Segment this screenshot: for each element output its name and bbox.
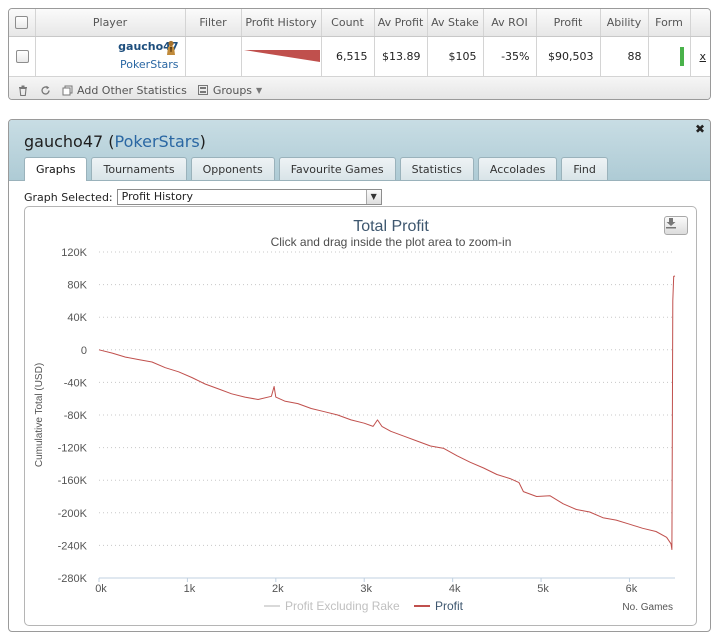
y-tick-label: -40K	[64, 377, 88, 389]
add-statistics-label: Add Other Statistics	[77, 83, 187, 97]
ability-cell: 88	[600, 36, 649, 77]
chevron-down-icon: ▼	[365, 190, 381, 204]
panel-title-paren-open: (	[108, 132, 115, 151]
download-icon[interactable]	[664, 216, 688, 235]
player-avatar-icon	[166, 40, 175, 55]
col-ability[interactable]: Ability	[600, 9, 649, 37]
graph-select[interactable]: Profit History ▼	[116, 189, 382, 205]
panel-player-name: gaucho47	[24, 132, 104, 151]
col-player[interactable]: Player	[35, 9, 186, 37]
series-line-profit	[98, 275, 676, 550]
x-axis-label: No. Games	[622, 602, 673, 613]
col-profit-history[interactable]: Profit History	[241, 9, 322, 37]
y-tick-label: -200K	[58, 508, 88, 520]
select-all-cell	[9, 9, 36, 37]
filter-cell	[185, 36, 242, 77]
x-tick-label: 0k	[95, 583, 107, 595]
tab-statistics[interactable]: Statistics	[399, 157, 474, 180]
col-remove	[690, 9, 710, 37]
chart-container[interactable]: Total Profit Click and drag inside the pl…	[24, 206, 697, 626]
y-tick-label: 40K	[67, 312, 87, 324]
form-bar	[679, 46, 684, 66]
count-cell: 6,515	[321, 36, 375, 77]
y-tick-label: -160K	[58, 475, 88, 487]
player-name-link[interactable]: gaucho47	[118, 39, 179, 53]
player-summary-panel: Player Filter Profit History Count Av Pr…	[8, 8, 711, 100]
col-form[interactable]: Form	[648, 9, 691, 37]
col-av-stake[interactable]: Av Stake	[427, 9, 484, 37]
table-row: gaucho47 PokerStars 6,515 $13.89 $	[9, 36, 710, 77]
panel-site-link[interactable]: PokerStars	[114, 132, 200, 151]
x-tick-label: 5k	[537, 583, 549, 595]
y-axis-label: Cumulative Total (USD)	[34, 363, 45, 467]
graph-selected-label: Graph Selected:	[24, 190, 113, 204]
profit-history-sparkline-cell	[241, 36, 322, 77]
av-profit-cell: $13.89	[374, 36, 428, 77]
chart-title: Total Profit	[353, 218, 429, 235]
y-tick-label: 120K	[61, 247, 87, 259]
groups-icon	[197, 84, 209, 96]
x-tick-label: 3k	[360, 583, 372, 595]
y-tick-label: 80K	[67, 280, 87, 292]
player-table: Player Filter Profit History Count Av Pr…	[9, 9, 710, 77]
chevron-down-icon: ▼	[256, 85, 263, 95]
row-select-cell	[9, 36, 36, 77]
y-tick-label: -280K	[58, 573, 88, 585]
tab-tournaments[interactable]: Tournaments	[91, 157, 187, 180]
col-filter[interactable]: Filter	[185, 9, 242, 37]
x-tick-label: 1k	[184, 583, 196, 595]
x-tick-label: 6k	[626, 583, 638, 595]
tab-favourite-games[interactable]: Favourite Games	[278, 157, 396, 180]
tab-graphs[interactable]: Graphs	[24, 157, 88, 181]
player-detail-panel: gaucho47 (PokerStars) ✖ Graphs Tournamen…	[8, 119, 711, 632]
panel-tabs: Graphs Tournaments Opponents Favourite G…	[24, 157, 608, 181]
col-profit[interactable]: Profit	[536, 9, 601, 37]
panel-title-paren-close: )	[199, 132, 206, 151]
close-icon[interactable]: ✖	[694, 122, 705, 136]
y-tick-label: -80K	[64, 410, 88, 422]
groups-dropdown[interactable]: Groups ▼	[197, 84, 262, 97]
add-statistics-button[interactable]: Add Other Statistics	[61, 84, 187, 97]
select-all-checkbox[interactable]	[15, 16, 29, 29]
row-checkbox[interactable]	[15, 49, 29, 63]
table-header-row: Player Filter Profit History Count Av Pr…	[9, 9, 710, 37]
form-cell	[648, 36, 691, 77]
av-roi-cell: -35%	[483, 36, 537, 77]
tab-find[interactable]: Find	[561, 157, 608, 180]
legend-item: Profit Excluding Rake	[285, 599, 400, 613]
av-stake-cell: $105	[427, 36, 484, 77]
trash-icon[interactable]	[17, 84, 29, 96]
col-count[interactable]: Count	[321, 9, 375, 37]
x-tick-label: 4k	[449, 583, 461, 595]
player-site-link[interactable]: PokerStars	[119, 57, 179, 71]
add-columns-icon	[61, 84, 73, 96]
graph-selector-row: Graph Selected: Profit History ▼	[24, 189, 382, 205]
y-tick-label: -240K	[58, 540, 88, 552]
legend-item: Profit	[435, 599, 464, 613]
profit-cell: $90,503	[536, 36, 601, 77]
groups-label: Groups	[212, 83, 253, 97]
graph-select-value: Profit History	[121, 190, 193, 203]
tab-accolades[interactable]: Accolades	[477, 157, 558, 180]
chart-subtitle: Click and drag inside the plot area to z…	[271, 235, 512, 249]
profit-history-sparkline	[243, 49, 320, 62]
col-av-profit[interactable]: Av Profit	[374, 9, 428, 37]
x-tick-label: 2k	[272, 583, 284, 595]
y-tick-label: -120K	[58, 443, 88, 455]
y-tick-label: 0	[81, 345, 87, 357]
col-av-roi[interactable]: Av ROI	[483, 9, 537, 37]
table-toolbar: Add Other Statistics Groups ▼	[9, 76, 710, 99]
refresh-icon[interactable]	[39, 84, 51, 96]
tab-opponents[interactable]: Opponents	[190, 157, 275, 180]
panel-title: gaucho47 (PokerStars)	[24, 132, 206, 151]
player-cell: gaucho47 PokerStars	[35, 36, 186, 77]
sparkline-area	[243, 49, 320, 62]
remove-row-link[interactable]: x	[690, 36, 710, 77]
panel-header: gaucho47 (PokerStars) ✖ Graphs Tournamen…	[9, 120, 710, 181]
